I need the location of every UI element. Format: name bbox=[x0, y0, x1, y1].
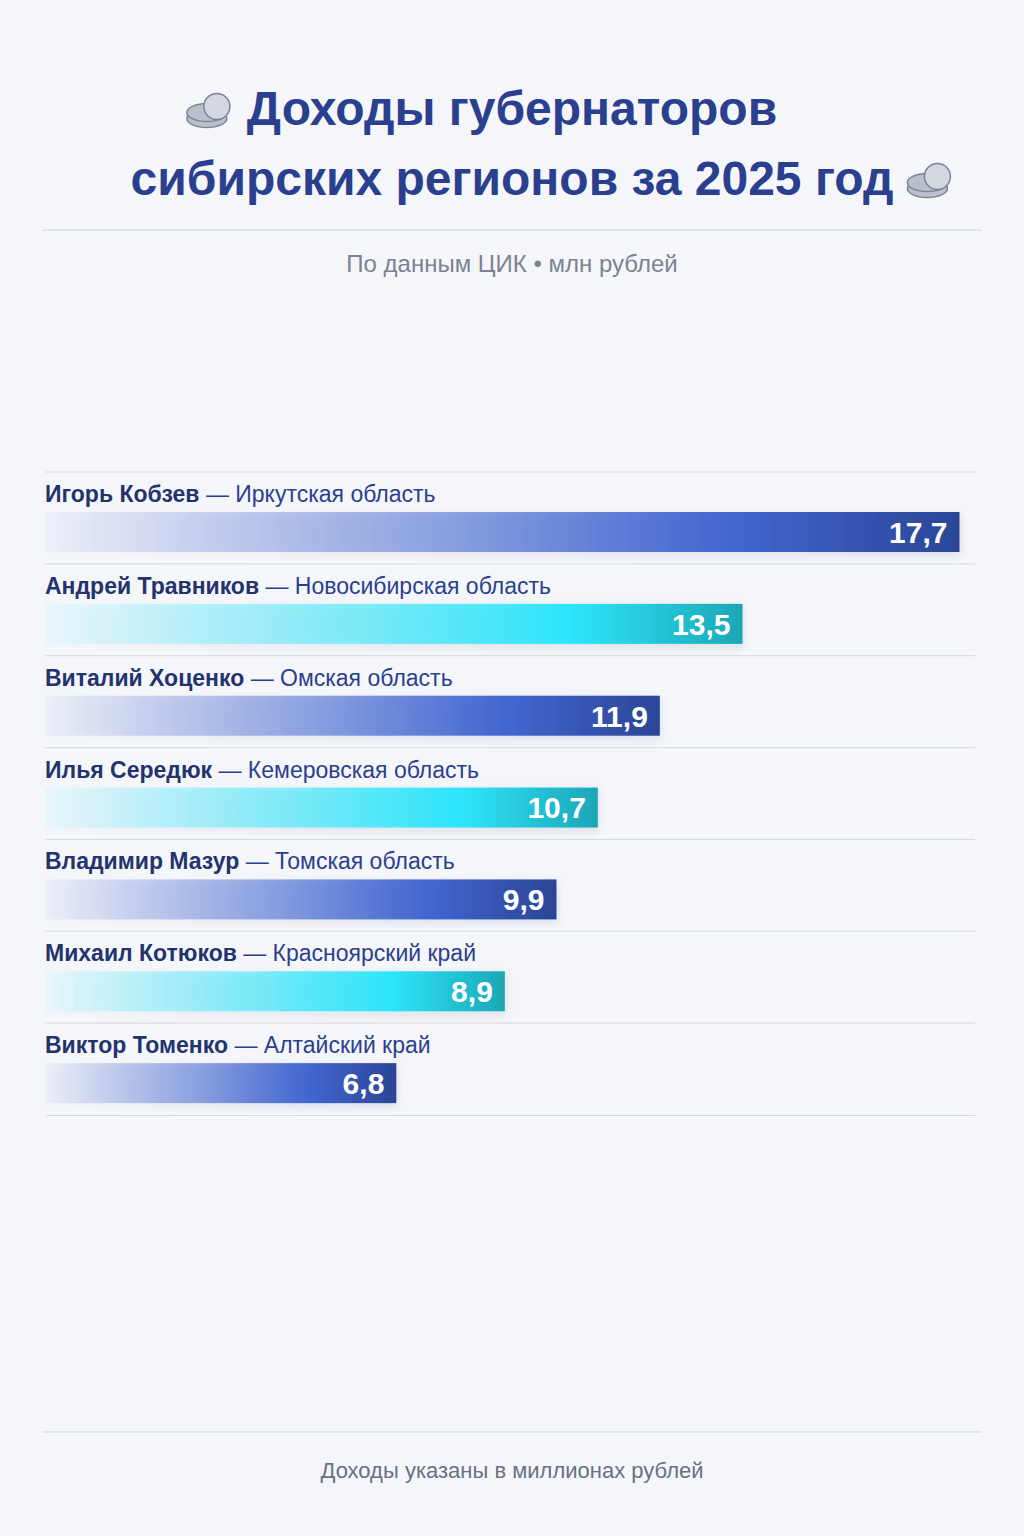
row-separator bbox=[45, 472, 975, 473]
row-separator bbox=[45, 747, 975, 748]
category-label: Андрей Травников — Новосибирская область bbox=[45, 573, 551, 599]
category-label: Илья Середюк — Кемеровская область bbox=[45, 757, 479, 783]
bars bbox=[45, 512, 960, 1103]
row-separators bbox=[45, 472, 975, 1023]
row-separator bbox=[45, 931, 975, 932]
row-separator bbox=[45, 563, 975, 564]
bar bbox=[45, 512, 960, 552]
category-label: Михаил Котюков — Красноярский край bbox=[45, 940, 476, 966]
data-label: 17,7 bbox=[889, 516, 947, 549]
bar bbox=[45, 788, 598, 828]
header-rule bbox=[42, 230, 982, 231]
row-separator bbox=[45, 1023, 975, 1024]
subtitle: По данным ЦИК • млн рублей bbox=[346, 250, 677, 277]
x-axis bbox=[46, 1115, 976, 1116]
footnote: Доходы указаны в миллионах рублей bbox=[320, 1458, 703, 1483]
data-label: 11,9 bbox=[591, 700, 648, 733]
coin-icon bbox=[907, 164, 950, 198]
coin-icon bbox=[187, 94, 230, 128]
background bbox=[0, 0, 1024, 1536]
bar bbox=[45, 1063, 396, 1103]
bar bbox=[45, 696, 660, 736]
category-label: Игорь Кобзев — Иркутская область bbox=[45, 481, 436, 507]
category-label: Виталий Хоценко — Омская область bbox=[45, 665, 453, 691]
data-label: 6,8 bbox=[343, 1067, 385, 1100]
chart: Доходы губернаторовсибирских регионов за… bbox=[0, 0, 1024, 1536]
category-label: Виктор Томенко — Алтайский край bbox=[45, 1032, 431, 1058]
category-label: Владимир Мазур — Томская область bbox=[45, 848, 455, 874]
footer-rule bbox=[42, 1432, 982, 1433]
category-labels: Игорь Кобзев — Иркутская область Андрей Т… bbox=[45, 481, 551, 1058]
data-labels: 17,7 13,5 11,9 10,7 9,9 8,9 6,8 bbox=[343, 516, 948, 1100]
row-separator bbox=[45, 839, 975, 840]
data-label: 10,7 bbox=[527, 791, 585, 824]
data-label: 9,9 bbox=[503, 883, 545, 916]
title: Доходы губернаторовсибирских регионов за… bbox=[131, 82, 894, 205]
bar bbox=[45, 879, 557, 919]
bar bbox=[45, 971, 505, 1011]
data-label: 13,5 bbox=[672, 608, 730, 641]
bar bbox=[45, 604, 743, 644]
row-separator bbox=[45, 655, 975, 656]
data-label: 8,9 bbox=[451, 975, 493, 1008]
axis-line bbox=[46, 1115, 976, 1116]
